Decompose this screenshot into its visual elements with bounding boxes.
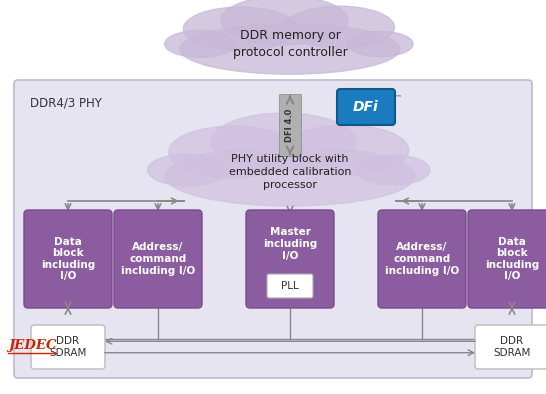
- Ellipse shape: [180, 24, 400, 74]
- Text: Master
including
I/O: Master including I/O: [263, 227, 317, 260]
- Ellipse shape: [165, 146, 415, 206]
- Text: DFI 4.0: DFI 4.0: [286, 108, 294, 142]
- FancyBboxPatch shape: [279, 94, 301, 156]
- Ellipse shape: [284, 125, 409, 175]
- Ellipse shape: [169, 126, 299, 178]
- FancyBboxPatch shape: [378, 210, 466, 308]
- Ellipse shape: [347, 32, 413, 57]
- Text: JEDEC: JEDEC: [8, 338, 56, 351]
- FancyBboxPatch shape: [114, 210, 202, 308]
- Ellipse shape: [164, 30, 235, 58]
- Text: DDR4/3 PHY: DDR4/3 PHY: [30, 96, 102, 109]
- Ellipse shape: [211, 113, 356, 171]
- Ellipse shape: [183, 7, 298, 51]
- Text: DDR
SDRAM: DDR SDRAM: [49, 336, 87, 358]
- Text: DDR memory or
protocol controller: DDR memory or protocol controller: [233, 29, 347, 59]
- Text: Data
block
including
I/O: Data block including I/O: [485, 237, 539, 281]
- FancyBboxPatch shape: [468, 210, 546, 308]
- FancyBboxPatch shape: [475, 325, 546, 369]
- Text: DFi: DFi: [353, 100, 379, 114]
- FancyBboxPatch shape: [24, 210, 112, 308]
- Ellipse shape: [284, 6, 395, 48]
- Text: PLL: PLL: [281, 281, 299, 291]
- Text: Address/
command
including I/O: Address/ command including I/O: [385, 242, 459, 275]
- FancyBboxPatch shape: [246, 210, 334, 308]
- Ellipse shape: [355, 155, 430, 185]
- Text: Data
block
including
I/O: Data block including I/O: [41, 237, 95, 281]
- FancyBboxPatch shape: [14, 80, 532, 378]
- Text: Address/
command
including I/O: Address/ command including I/O: [121, 242, 195, 275]
- Text: DDR
SDRAM: DDR SDRAM: [494, 336, 531, 358]
- Text: PHY utility block with
embedded calibration
processor: PHY utility block with embedded calibrat…: [229, 154, 351, 190]
- Ellipse shape: [147, 154, 228, 186]
- FancyBboxPatch shape: [31, 325, 105, 369]
- Text: ™: ™: [395, 94, 402, 100]
- FancyBboxPatch shape: [267, 274, 313, 298]
- Ellipse shape: [221, 0, 348, 45]
- FancyBboxPatch shape: [337, 89, 395, 125]
